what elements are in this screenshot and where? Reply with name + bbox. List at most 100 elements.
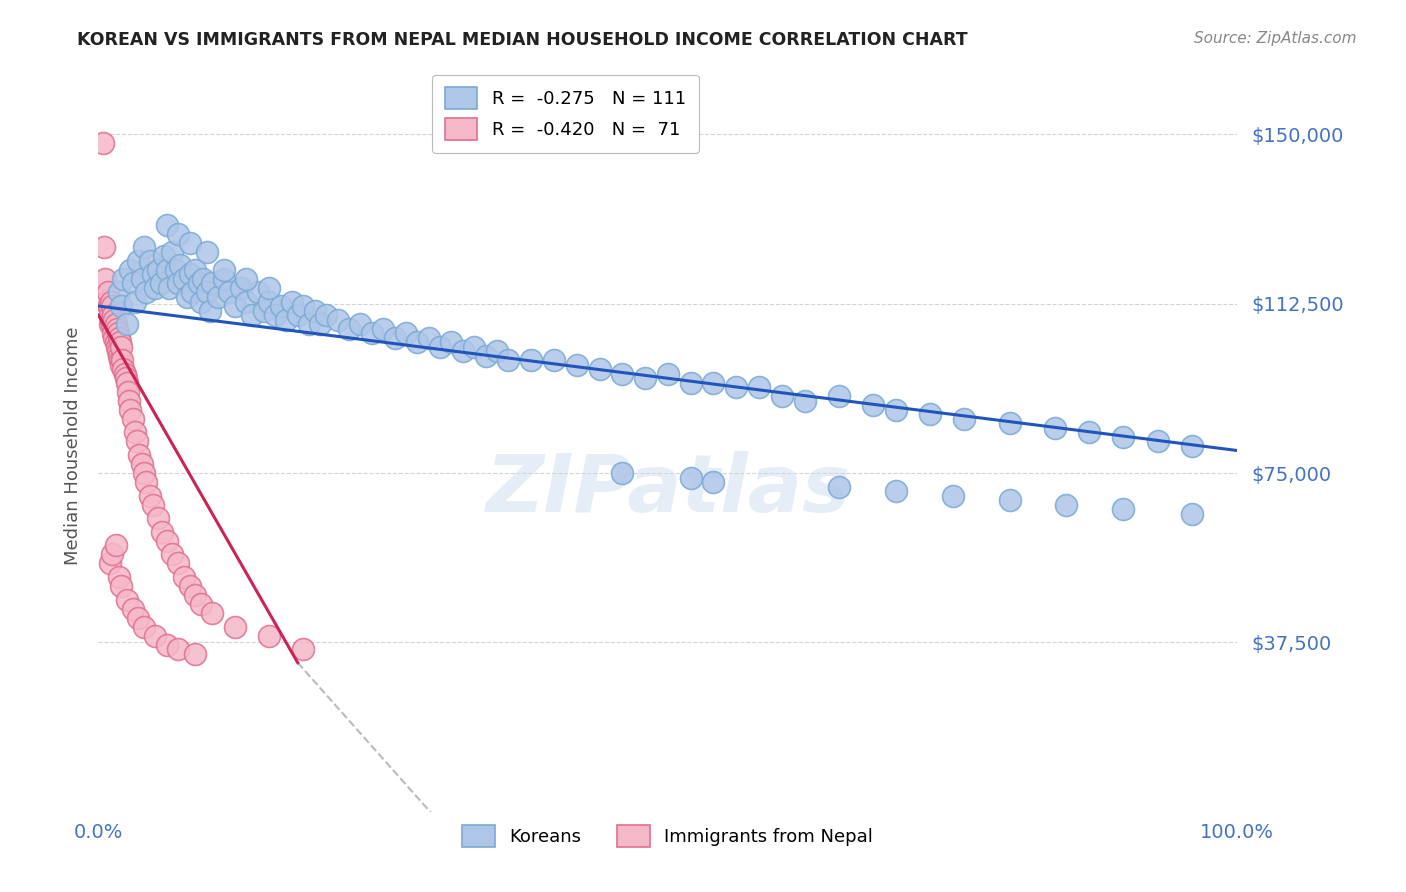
Point bbox=[115, 376, 138, 390]
Point bbox=[240, 308, 263, 322]
Point bbox=[725, 380, 748, 394]
Y-axis label: Median Household Income: Median Household Income bbox=[63, 326, 82, 566]
Point bbox=[114, 367, 136, 381]
Point bbox=[96, 285, 118, 300]
Point bbox=[127, 610, 149, 624]
Point bbox=[115, 317, 138, 331]
Point bbox=[153, 249, 176, 263]
Point bbox=[132, 466, 155, 480]
Point bbox=[145, 629, 167, 643]
Point bbox=[264, 308, 287, 322]
Point bbox=[120, 403, 142, 417]
Point bbox=[108, 335, 131, 350]
Point bbox=[612, 466, 634, 480]
Point bbox=[304, 303, 326, 318]
Point bbox=[108, 349, 131, 363]
Point bbox=[998, 417, 1021, 431]
Text: ZIPatlas: ZIPatlas bbox=[485, 450, 851, 529]
Point bbox=[103, 308, 125, 322]
Point bbox=[1181, 507, 1204, 521]
Point bbox=[224, 619, 246, 633]
Point bbox=[91, 136, 114, 151]
Point bbox=[440, 335, 463, 350]
Point bbox=[229, 281, 252, 295]
Point bbox=[97, 299, 120, 313]
Point bbox=[235, 294, 257, 309]
Point bbox=[360, 326, 382, 340]
Point bbox=[104, 317, 127, 331]
Point bbox=[270, 299, 292, 313]
Point bbox=[520, 353, 543, 368]
Point bbox=[371, 321, 394, 335]
Point bbox=[150, 524, 173, 539]
Point bbox=[167, 277, 190, 291]
Point bbox=[259, 629, 281, 643]
Point bbox=[167, 642, 190, 657]
Point bbox=[259, 281, 281, 295]
Point bbox=[162, 244, 184, 259]
Point bbox=[118, 393, 141, 408]
Point bbox=[112, 362, 135, 376]
Point bbox=[246, 285, 269, 300]
Point bbox=[169, 259, 191, 273]
Point bbox=[100, 294, 122, 309]
Point bbox=[138, 489, 160, 503]
Point bbox=[942, 489, 965, 503]
Point bbox=[131, 457, 153, 471]
Point bbox=[998, 493, 1021, 508]
Point bbox=[612, 367, 634, 381]
Point bbox=[105, 340, 128, 354]
Point bbox=[138, 253, 160, 268]
Point bbox=[190, 294, 212, 309]
Point bbox=[150, 277, 173, 291]
Point bbox=[235, 272, 257, 286]
Point bbox=[828, 480, 851, 494]
Point bbox=[406, 335, 429, 350]
Point bbox=[124, 294, 146, 309]
Point bbox=[162, 547, 184, 561]
Point bbox=[132, 619, 155, 633]
Point bbox=[127, 253, 149, 268]
Point bbox=[98, 557, 121, 571]
Point bbox=[173, 272, 195, 286]
Point bbox=[103, 331, 125, 345]
Point bbox=[117, 384, 139, 399]
Point bbox=[121, 277, 143, 291]
Point bbox=[98, 308, 121, 322]
Legend: Koreans, Immigrants from Nepal: Koreans, Immigrants from Nepal bbox=[451, 814, 884, 857]
Point bbox=[679, 376, 702, 390]
Point bbox=[180, 285, 202, 300]
Point bbox=[292, 642, 315, 657]
Point bbox=[101, 547, 124, 561]
Point bbox=[132, 240, 155, 254]
Point bbox=[108, 353, 131, 368]
Point bbox=[1181, 439, 1204, 453]
Point bbox=[634, 371, 657, 385]
Point bbox=[543, 353, 565, 368]
Point bbox=[474, 349, 496, 363]
Point bbox=[101, 317, 124, 331]
Point bbox=[114, 371, 136, 385]
Point bbox=[146, 263, 169, 277]
Point bbox=[195, 285, 218, 300]
Point bbox=[862, 398, 884, 412]
Point bbox=[384, 331, 406, 345]
Point bbox=[98, 317, 121, 331]
Point bbox=[195, 244, 218, 259]
Point bbox=[108, 331, 131, 345]
Point bbox=[679, 470, 702, 484]
Point bbox=[451, 344, 474, 359]
Point bbox=[259, 294, 281, 309]
Point bbox=[884, 484, 907, 499]
Point bbox=[176, 290, 198, 304]
Point bbox=[120, 263, 142, 277]
Point bbox=[179, 235, 201, 250]
Point bbox=[1146, 434, 1168, 449]
Point bbox=[110, 299, 132, 313]
Point bbox=[142, 498, 165, 512]
Point bbox=[103, 326, 125, 340]
Point bbox=[224, 299, 246, 313]
Point bbox=[395, 326, 418, 340]
Point bbox=[165, 263, 187, 277]
Point bbox=[748, 380, 770, 394]
